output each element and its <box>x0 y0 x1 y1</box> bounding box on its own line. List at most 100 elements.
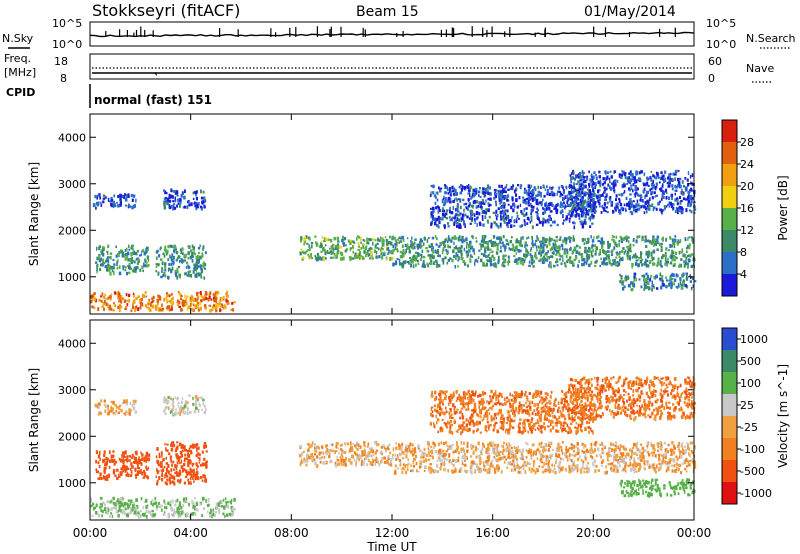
heatmap-cell <box>598 194 601 199</box>
heatmap-cell <box>575 193 577 196</box>
heatmap-cell <box>315 243 319 247</box>
heatmap-cell <box>600 455 602 459</box>
heatmap-cell <box>172 441 175 445</box>
heatmap-cell <box>122 458 125 462</box>
heatmap-cell <box>674 178 676 181</box>
heatmap-cell <box>119 501 122 505</box>
heatmap-cell <box>105 456 108 460</box>
heatmap-cell <box>148 511 152 514</box>
heatmap-cell <box>505 186 507 189</box>
heatmap-cell <box>95 261 98 264</box>
heatmap-cell <box>177 456 181 460</box>
heatmap-cell <box>689 195 692 199</box>
heatmap-cell <box>108 473 110 477</box>
heatmap-cell <box>530 212 532 215</box>
heatmap-cell <box>120 409 123 413</box>
heatmap-cell <box>112 400 115 405</box>
heatmap-cell <box>301 460 303 464</box>
heatmap-cell <box>487 192 490 195</box>
heatmap-cell <box>575 255 578 260</box>
heatmap-cell <box>463 239 466 243</box>
heatmap-cell <box>622 247 625 250</box>
heatmap-cell <box>683 264 686 268</box>
heatmap-cell <box>593 236 595 239</box>
heatmap-cell <box>172 412 175 416</box>
heatmap-cell <box>650 275 653 278</box>
heatmap-cell <box>580 183 583 188</box>
heatmap-cell <box>226 504 229 509</box>
heatmap-cell <box>98 193 101 197</box>
heatmap-cell <box>545 258 549 262</box>
heatmap-cell <box>136 261 139 265</box>
heatmap-cell <box>466 254 469 258</box>
heatmap-cell <box>620 240 623 244</box>
heatmap-cell <box>116 476 119 480</box>
heatmap-cell <box>673 273 675 277</box>
heatmap-cell <box>548 242 551 246</box>
heatmap-cell <box>104 463 106 467</box>
heatmap-cell <box>376 242 379 246</box>
heatmap-cell <box>94 194 97 199</box>
heatmap-cell <box>320 243 323 246</box>
heatmap-cell <box>147 457 150 462</box>
heatmap-cell <box>316 257 319 262</box>
heatmap-cell <box>656 464 658 469</box>
heatmap-cell <box>351 448 354 452</box>
heatmap-cell <box>123 299 126 303</box>
heatmap-cell <box>192 446 195 449</box>
heatmap-cell <box>199 265 202 269</box>
heatmap-cell <box>565 185 568 189</box>
heatmap-cell <box>170 481 173 484</box>
heatmap-cell <box>216 506 218 510</box>
heatmap-cell <box>602 257 606 261</box>
heatmap-cell <box>422 262 425 266</box>
heatmap-cell <box>209 291 212 295</box>
heatmap-cell <box>176 506 179 511</box>
heatmap-cell <box>306 242 309 245</box>
heatmap-cell <box>164 407 167 411</box>
heatmap-cell <box>145 468 149 471</box>
heatmap-cell <box>532 243 535 246</box>
heatmap-cell <box>193 266 196 271</box>
heatmap-cell <box>417 246 419 250</box>
heatmap-cell <box>186 205 189 209</box>
heatmap-cell <box>498 236 501 240</box>
heatmap-cell <box>480 201 483 205</box>
heatmap-cell <box>583 200 585 204</box>
heatmap-cell <box>485 262 488 267</box>
heatmap-cell <box>584 215 587 219</box>
heatmap-cell <box>191 462 195 465</box>
heatmap-cell <box>99 257 102 261</box>
heatmap-cell <box>120 458 123 463</box>
heatmap-cell <box>340 458 343 462</box>
heatmap-cell <box>548 238 552 241</box>
heatmap-cell <box>585 448 588 453</box>
heatmap-cell <box>671 257 674 262</box>
heatmap-cell <box>470 204 473 208</box>
heatmap-cell <box>650 183 653 187</box>
heatmap-cell <box>553 264 556 268</box>
heatmap-cell <box>134 410 137 414</box>
heatmap-cell <box>471 217 474 221</box>
heatmap-cell <box>131 244 133 248</box>
heatmap-cell <box>630 281 633 285</box>
heatmap-cell <box>147 258 150 263</box>
heatmap-cell <box>150 303 152 307</box>
heatmap-cell <box>530 208 533 213</box>
heatmap-cell <box>523 191 526 194</box>
heatmap-cell <box>167 406 170 411</box>
colorbar-tick-label: 24 <box>740 158 754 171</box>
heatmap-cell <box>337 243 339 247</box>
heatmap-cell <box>656 183 658 186</box>
heatmap-cell <box>358 458 360 462</box>
heatmap-cell <box>326 451 329 456</box>
heatmap-cell <box>391 256 394 261</box>
heatmap-cell <box>539 258 542 261</box>
heatmap-cell <box>611 249 614 252</box>
heatmap-cell <box>420 244 423 248</box>
heatmap-cell <box>632 243 635 247</box>
heatmap-cell <box>132 300 135 304</box>
heatmap-cell <box>110 203 113 208</box>
heatmap-cell <box>634 255 637 259</box>
heatmap-cell <box>679 201 682 205</box>
